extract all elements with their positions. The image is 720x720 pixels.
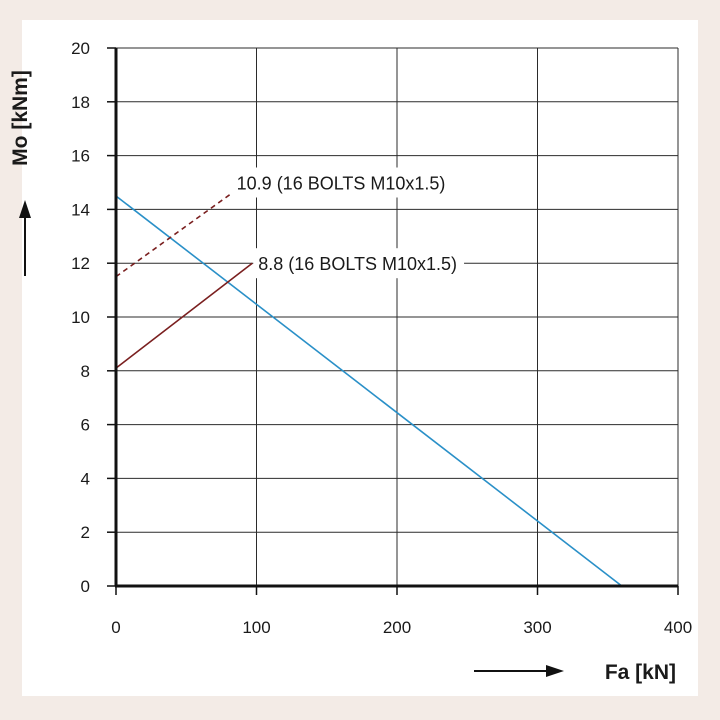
y-tick-label-12: 12 (71, 254, 90, 273)
x-axis-arrow-head (546, 665, 564, 677)
x-tick-label-100: 100 (242, 618, 270, 637)
x-tick-label-400: 400 (664, 618, 692, 637)
y-tick-label-4: 4 (81, 469, 90, 488)
y-tick-label-18: 18 (71, 93, 90, 112)
series-group (115, 181, 623, 587)
series-line-load-curve (115, 195, 623, 587)
y-axis-arrow-head (19, 200, 31, 218)
y-tick-label-8: 8 (81, 362, 90, 381)
x-tick-label-200: 200 (383, 618, 411, 637)
y-tick-label-20: 20 (71, 39, 90, 58)
series-label-bg-grade-10-9 (231, 167, 453, 198)
y-tick-label-16: 16 (71, 147, 90, 166)
plot-background (22, 20, 698, 696)
series-label-grade-8-8: 8.8 (16 BOLTS M10x1.5) (258, 254, 457, 274)
y-tick-label-10: 10 (71, 308, 90, 327)
x-tick-label-0: 0 (111, 618, 120, 637)
y-tick-label-2: 2 (81, 523, 90, 542)
series-label-grade-10-9: 10.9 (16 BOLTS M10x1.5) (237, 174, 446, 194)
series-line-grade-8-8 (115, 262, 253, 369)
y-axis-title: Mo [kNm] (9, 70, 32, 166)
y-tick-label-6: 6 (81, 416, 90, 435)
y-tick-label-0: 0 (81, 577, 90, 596)
series-label-bg-grade-8-8 (253, 248, 465, 279)
y-tick-label-14: 14 (71, 200, 90, 219)
axes (107, 47, 679, 595)
x-axis-title: Fa [kN] (605, 661, 676, 684)
x-tick-label-300: 300 (523, 618, 551, 637)
